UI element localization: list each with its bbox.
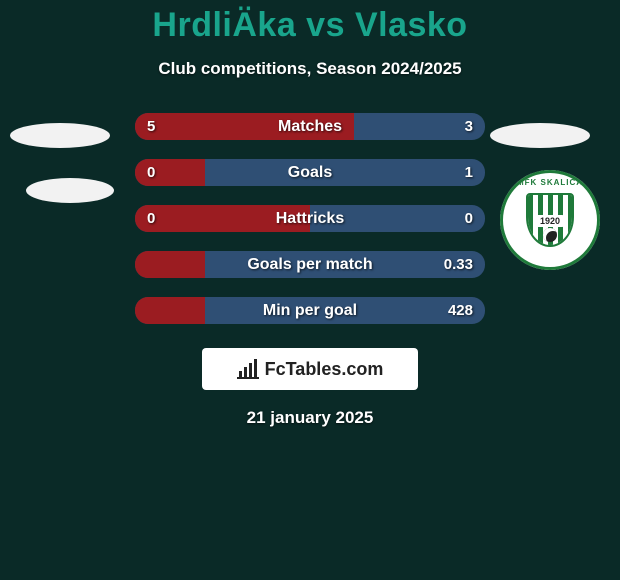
stat-row-left-fill bbox=[135, 297, 205, 324]
stat-row-right-value: 428 bbox=[448, 297, 473, 324]
branding-text: FcTables.com bbox=[265, 359, 384, 380]
right-club-ellipse bbox=[490, 123, 590, 148]
crest-inner: 1920 bbox=[515, 185, 585, 255]
left-club-ellipse-2 bbox=[26, 178, 114, 203]
crest-year: 1920 bbox=[536, 215, 564, 227]
stat-row-right-value: 0.33 bbox=[444, 251, 473, 278]
bar-chart-icon bbox=[237, 359, 259, 379]
crest-ring: MFK SKALICA 1920 bbox=[500, 170, 600, 270]
stat-row-right-value: 3 bbox=[465, 113, 473, 140]
left-club-ellipse-1 bbox=[10, 123, 110, 148]
stat-row: Hattricks00 bbox=[135, 205, 485, 232]
stat-row-right-value: 1 bbox=[465, 159, 473, 186]
stat-row-right-value: 0 bbox=[465, 205, 473, 232]
comparison-card: HrdliÄka vs Vlasko Club competitions, Se… bbox=[0, 0, 620, 580]
stat-row: Matches53 bbox=[135, 113, 485, 140]
stat-row-left-fill bbox=[135, 113, 354, 140]
page-title: HrdliÄka vs Vlasko bbox=[0, 0, 620, 45]
date-text: 21 january 2025 bbox=[0, 408, 620, 428]
stat-row: Goals01 bbox=[135, 159, 485, 186]
branding-badge: FcTables.com bbox=[202, 348, 418, 390]
crest-ball-icon bbox=[543, 228, 557, 242]
stat-row: Min per goal428 bbox=[135, 297, 485, 324]
crest-shield: 1920 bbox=[526, 193, 574, 247]
stat-row: Goals per match0.33 bbox=[135, 251, 485, 278]
right-club-crest: MFK SKALICA 1920 bbox=[500, 170, 600, 270]
stat-row-left-fill bbox=[135, 159, 205, 186]
stat-row-left-fill bbox=[135, 205, 310, 232]
stat-rows: Matches53 Goals01 Hattricks00 Goals per mat… bbox=[135, 113, 485, 324]
stat-row-left-fill bbox=[135, 251, 205, 278]
subtitle: Club competitions, Season 2024/2025 bbox=[0, 59, 620, 79]
